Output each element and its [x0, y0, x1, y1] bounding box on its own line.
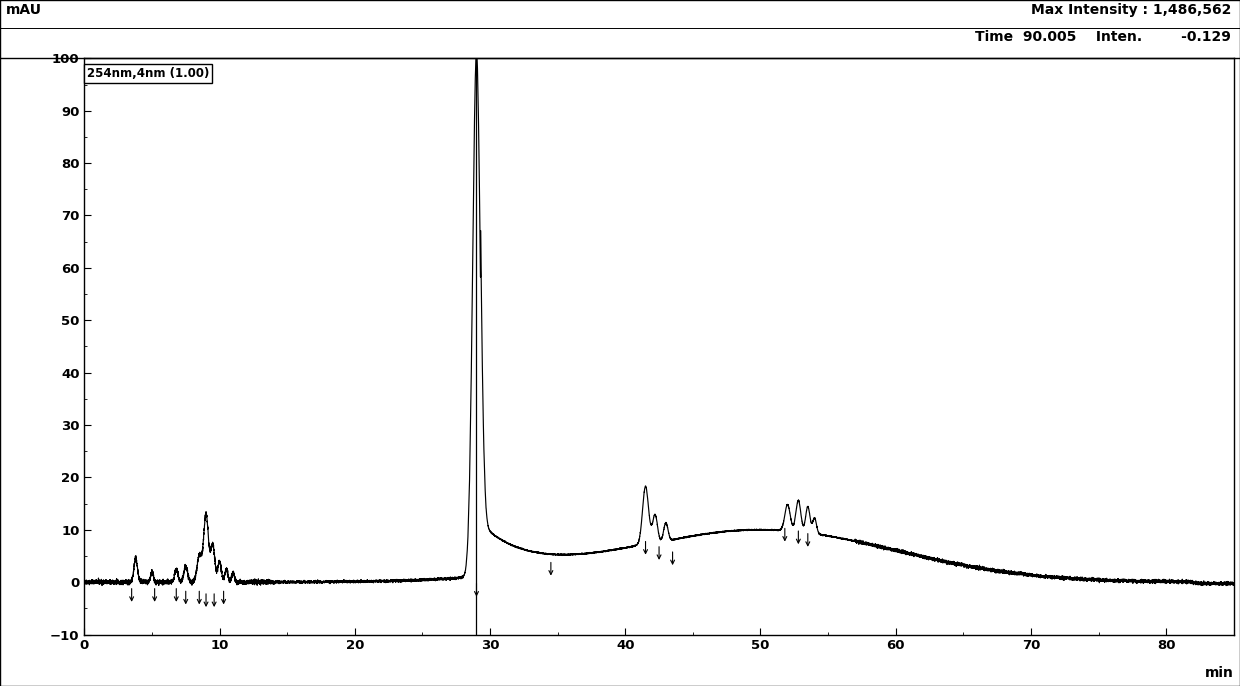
Text: Max Intensity : 1,486,562: Max Intensity : 1,486,562 [1030, 3, 1231, 17]
Text: mAU: mAU [6, 3, 42, 17]
Text: min: min [1205, 666, 1234, 681]
Text: 254nm,4nm (1.00): 254nm,4nm (1.00) [87, 67, 210, 80]
Text: Time  90.005    Inten.        -0.129: Time 90.005 Inten. -0.129 [976, 30, 1231, 44]
